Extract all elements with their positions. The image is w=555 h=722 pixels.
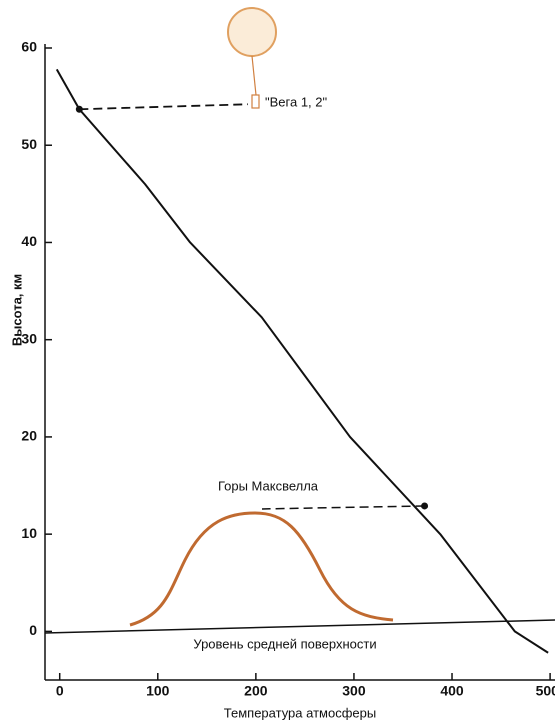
y-tick-label: 40 bbox=[21, 233, 37, 249]
y-axis-label: Высота, км bbox=[9, 274, 24, 346]
annotation-label: "Вега 1, 2" bbox=[265, 95, 327, 110]
series-line bbox=[55, 68, 549, 654]
y-tick-label: 20 bbox=[21, 428, 37, 444]
annotation-leader bbox=[79, 103, 249, 111]
balloon bbox=[227, 7, 277, 57]
x-tick-label: 100 bbox=[146, 683, 170, 699]
y-tick-label: 30 bbox=[21, 330, 37, 346]
y-tick-label: 60 bbox=[21, 39, 37, 55]
x-tick-label: 300 bbox=[342, 683, 366, 699]
x-tick-label: 0 bbox=[56, 683, 64, 699]
annotation-label: Горы Максвелла bbox=[218, 478, 319, 493]
y-tick-label: 50 bbox=[21, 136, 37, 152]
y-tick-label: 10 bbox=[21, 525, 37, 541]
x-tick-label: 400 bbox=[440, 683, 464, 699]
balloon-gondola bbox=[251, 94, 260, 109]
x-axis-label: Температура атмосферы bbox=[224, 705, 376, 720]
surface-label: Уровень средней поверхности bbox=[193, 636, 376, 651]
mountain bbox=[129, 511, 394, 627]
x-tick-label: 500° bbox=[536, 683, 555, 699]
y-tick-label: 0 bbox=[29, 622, 37, 638]
balloon-rope bbox=[251, 55, 257, 96]
x-tick-label: 200 bbox=[244, 683, 268, 699]
surface-line bbox=[44, 619, 555, 634]
annotation-leader bbox=[261, 505, 425, 510]
